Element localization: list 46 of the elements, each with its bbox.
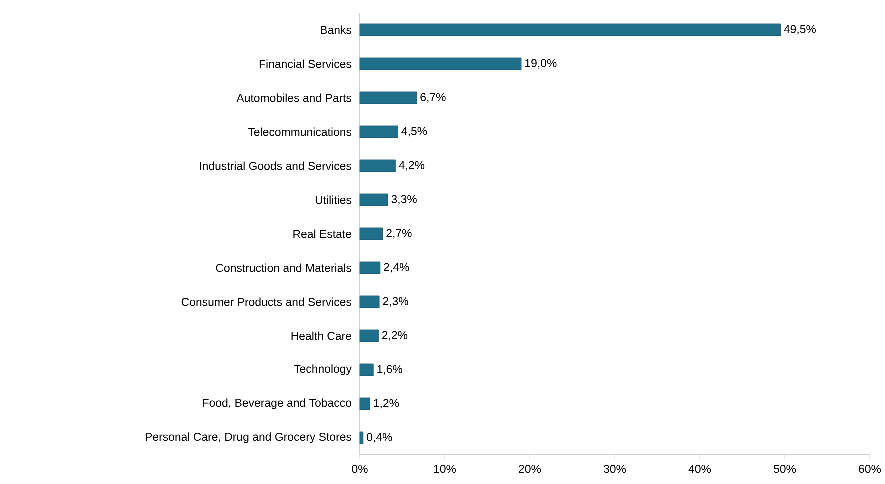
data-label: 6,7% xyxy=(420,93,446,103)
data-label: 2,3% xyxy=(383,297,408,307)
bar xyxy=(360,364,374,376)
y-tick-label: Construction and Materials xyxy=(216,264,352,272)
x-tick-label: 30% xyxy=(604,465,626,474)
y-tick-label: Automobiles and Parts xyxy=(236,94,352,102)
bar xyxy=(360,126,398,138)
data-label: 3,3% xyxy=(392,195,417,205)
y-tick-label: Industrial Goods and Services xyxy=(200,162,352,170)
y-tick-label: Utilities xyxy=(316,196,352,204)
y-tick-label: Consumer Products and Services xyxy=(182,298,352,306)
bar xyxy=(360,194,388,206)
x-tick-label: 20% xyxy=(519,465,542,474)
data-label: 2,4% xyxy=(384,263,410,273)
y-tick-label: Technology xyxy=(294,364,352,376)
x-tick-label: 10% xyxy=(434,465,456,474)
y-tick-label: Real Estate xyxy=(294,230,352,238)
bar xyxy=(360,432,364,444)
bar xyxy=(360,398,370,410)
data-label: 4,2% xyxy=(399,161,425,171)
bar xyxy=(360,330,379,342)
y-tick-label: Food, Beverage and Tobacco xyxy=(203,398,352,410)
bar xyxy=(360,92,418,104)
bar xyxy=(360,296,380,308)
data-label: 2,2% xyxy=(382,331,408,341)
y-tick-label: Financial Services xyxy=(260,60,352,68)
x-tick-label: 50% xyxy=(774,465,796,474)
data-label: 19,0% xyxy=(526,59,557,69)
data-label: 2,7% xyxy=(386,229,412,239)
data-label: 49,5% xyxy=(784,25,816,35)
bar xyxy=(360,262,381,274)
bar xyxy=(360,58,522,70)
y-tick-label: Telecommunications xyxy=(248,128,352,136)
x-tick-label: 60% xyxy=(859,465,882,474)
y-tick-label: Banks xyxy=(321,26,352,34)
data-label: 0,4% xyxy=(367,433,392,443)
data-label: 1,6% xyxy=(378,365,402,375)
bar xyxy=(360,160,396,172)
data-label: 4,5% xyxy=(402,127,428,137)
x-tick-label: 40% xyxy=(688,465,712,474)
bar xyxy=(360,228,384,240)
bar xyxy=(360,24,781,36)
x-tick-label: 0% xyxy=(352,465,368,474)
data-label: 1,2% xyxy=(374,399,400,409)
y-tick-label: Personal Care, Drug and Grocery Stores xyxy=(146,432,352,444)
y-tick-label: Health Care xyxy=(292,332,352,340)
